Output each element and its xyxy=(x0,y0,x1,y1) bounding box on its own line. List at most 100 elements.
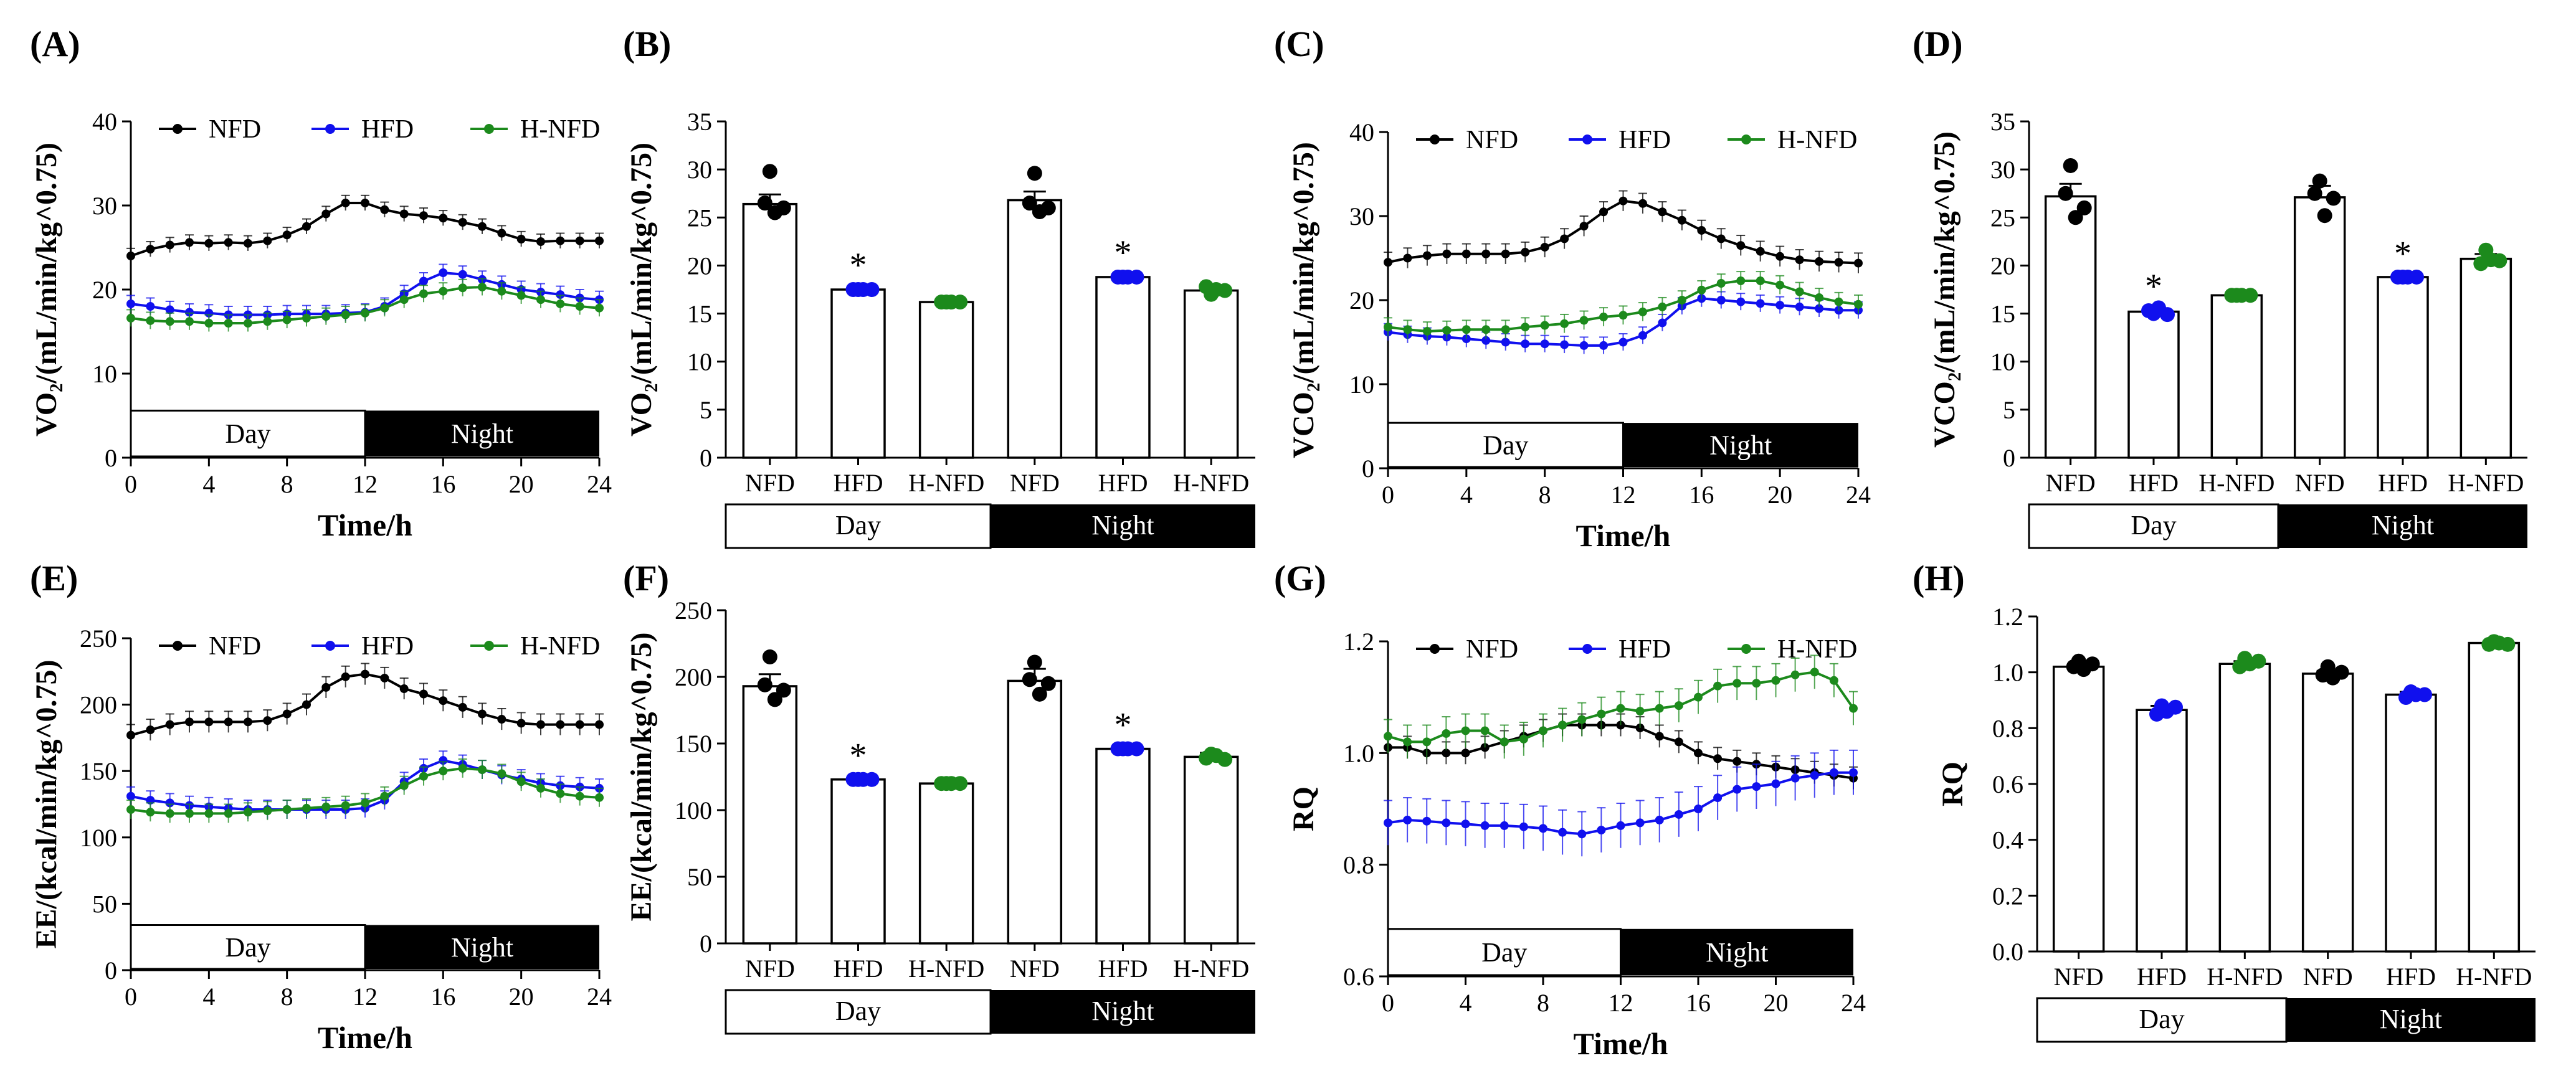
data-point xyxy=(536,783,545,793)
data-point xyxy=(244,717,252,727)
series-h-nfd xyxy=(1384,271,1863,341)
data-point xyxy=(126,730,135,740)
day-band-label: Day xyxy=(2139,1004,2184,1034)
bar-data-point xyxy=(1040,676,1056,691)
data-point xyxy=(536,720,545,729)
data-point xyxy=(204,238,214,248)
data-point xyxy=(1461,726,1470,735)
data-point xyxy=(1521,248,1530,257)
x-tick-label: 20 xyxy=(509,983,534,1011)
x-tick-label: 24 xyxy=(587,470,612,498)
data-point xyxy=(1829,676,1838,685)
data-point xyxy=(341,672,350,681)
data-point xyxy=(126,313,135,323)
y-tick-label: 0 xyxy=(105,444,117,472)
data-point xyxy=(1480,726,1490,735)
day-band-label: Day xyxy=(225,418,270,449)
bar-data-point xyxy=(864,772,880,787)
data-point xyxy=(165,240,174,250)
panel-b: (B) 0 5 10 15 20 25 30 35 VO₂/(mL/min/kg^0.75) NFD… xyxy=(623,24,1255,549)
data-point xyxy=(1810,668,1819,677)
significance-marker: * xyxy=(1115,234,1132,272)
data-point xyxy=(458,283,467,293)
bar-data-point xyxy=(2063,158,2078,173)
data-point xyxy=(1815,293,1824,302)
x-tick-label: 12 xyxy=(1609,989,1633,1017)
panel-label: (C) xyxy=(1274,24,1324,64)
y-tick-label: 10 xyxy=(1349,371,1374,399)
bar-data-point xyxy=(1027,654,1042,670)
data-point xyxy=(1442,249,1452,258)
legend-label: HFD xyxy=(361,632,414,661)
data-point xyxy=(439,756,448,765)
y-tick-label: 30 xyxy=(687,156,712,184)
legend-marker xyxy=(173,124,183,134)
data-point xyxy=(1736,241,1746,250)
data-point xyxy=(204,717,214,727)
y-axis-label: VCO₂/(mL/min/kg^0.75) xyxy=(1287,142,1320,458)
data-point xyxy=(1599,207,1609,217)
data-point xyxy=(1577,715,1587,724)
data-point xyxy=(185,809,194,818)
night-band xyxy=(2286,998,2536,1042)
y-axis-label: VCO₂/(mL/min/kg^0.75) xyxy=(1928,131,1961,448)
data-point xyxy=(556,789,565,798)
data-point xyxy=(282,805,292,814)
data-point xyxy=(458,763,467,773)
y-tick-label: 150 xyxy=(80,757,117,785)
y-tick-label: 0 xyxy=(1362,455,1374,483)
data-point xyxy=(146,808,155,817)
x-tick-label: 8 xyxy=(1537,989,1549,1017)
bar-data-point xyxy=(1217,752,1233,767)
data-point xyxy=(1597,709,1606,719)
night-band-label: Night xyxy=(2380,1004,2442,1034)
x-tick-label: 16 xyxy=(1689,481,1714,509)
bar-data-point xyxy=(1022,672,1037,687)
x-tick-label: 16 xyxy=(430,470,455,498)
data-point xyxy=(1422,816,1432,826)
x-axis-label: Time/h xyxy=(318,507,412,542)
data-point xyxy=(497,769,506,778)
data-point xyxy=(224,809,233,818)
data-point xyxy=(165,798,174,808)
data-point xyxy=(1403,815,1412,824)
night-band xyxy=(1620,928,1853,975)
data-point xyxy=(439,696,448,706)
data-point xyxy=(1558,720,1567,730)
data-point xyxy=(1422,737,1432,747)
data-point xyxy=(1834,297,1843,306)
data-point xyxy=(575,302,584,311)
bar xyxy=(742,202,798,459)
y-tick-label: 35 xyxy=(1990,108,2015,136)
night-band-label: Night xyxy=(2372,510,2434,540)
data-point xyxy=(263,806,272,816)
y-tick-label: 100 xyxy=(675,796,712,824)
day-band xyxy=(725,503,992,549)
night-band xyxy=(1623,423,1858,467)
data-point xyxy=(1539,726,1547,735)
data-point xyxy=(1697,225,1706,235)
data-point xyxy=(321,312,331,321)
y-tick-label: 200 xyxy=(80,691,117,719)
data-point xyxy=(185,308,194,317)
data-point xyxy=(146,302,155,311)
data-point xyxy=(439,268,448,277)
data-point xyxy=(282,230,292,240)
legend-marker xyxy=(484,124,494,134)
bar-data-point xyxy=(2084,656,2100,672)
panel-h: (H) 0.0 0.2 0.4 0.6 0.8 1.0 1.2 RQ NFD HFD H-NFD NFD… xyxy=(1913,558,2536,1043)
data-point xyxy=(302,313,311,323)
night-band-label: Night xyxy=(1706,937,1768,968)
data-point xyxy=(1461,748,1470,758)
bar-data-point xyxy=(2058,186,2073,201)
day-band-label: Day xyxy=(835,996,881,1026)
data-point xyxy=(1790,670,1800,679)
data-point xyxy=(1481,249,1491,258)
data-point xyxy=(1713,754,1723,763)
legend: NFD HFD H-NFD xyxy=(159,632,600,661)
data-point xyxy=(204,809,214,818)
data-point xyxy=(1540,339,1549,349)
series-nfd xyxy=(126,194,604,264)
data-point xyxy=(419,211,428,220)
x-tick-label: 20 xyxy=(1767,481,1792,509)
